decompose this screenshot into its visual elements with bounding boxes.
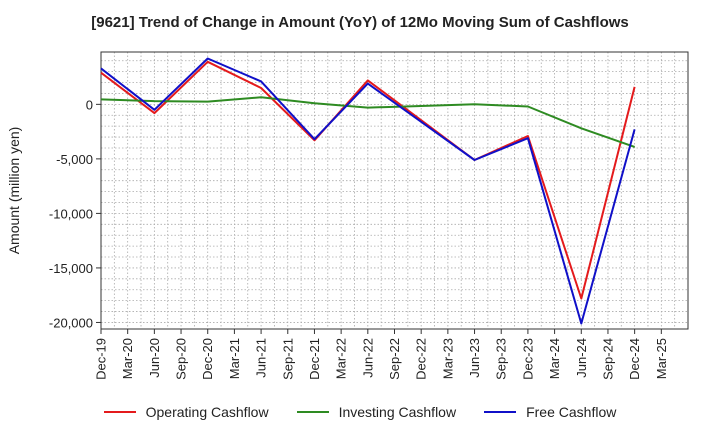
legend: Operating Cashflow Investing Cashflow Fr… <box>0 404 720 420</box>
x-tick-label: Sep-24 <box>600 338 615 380</box>
x-tick-label: Mar-21 <box>227 338 242 379</box>
x-tick-label: Mar-24 <box>547 338 562 379</box>
x-tick-label: Mar-22 <box>334 338 349 379</box>
x-tick-label: Mar-20 <box>120 338 135 379</box>
grid <box>101 52 688 329</box>
y-tick-label: -10,000 <box>49 206 93 221</box>
series-line-investing-cashflow <box>100 96 635 148</box>
legend-item-investing: Investing Cashflow <box>296 404 457 420</box>
x-tick-label: Dec-22 <box>414 338 429 380</box>
x-tick-label: Dec-20 <box>200 338 215 380</box>
series-line-free-cashflow <box>100 57 636 325</box>
legend-label-operating: Operating Cashflow <box>145 404 269 420</box>
legend-swatch-investing <box>296 411 329 413</box>
legend-item-free: Free Cashflow <box>484 404 616 420</box>
chart-title: [9621] Trend of Change in Amount (YoY) o… <box>91 14 629 31</box>
x-tick-label: Jun-23 <box>467 338 482 378</box>
y-tick-label: 0 <box>86 97 93 112</box>
x-tick-label: Sep-21 <box>280 338 295 380</box>
legend-label-free: Free Cashflow <box>526 404 617 420</box>
x-tick-label: Dec-21 <box>307 338 322 380</box>
legend-swatch-operating <box>103 411 136 413</box>
x-tick-label: Jun-22 <box>360 338 375 378</box>
x-tick-label: Jun-21 <box>254 338 269 378</box>
y-tick-label: -15,000 <box>49 261 93 276</box>
x-tick-label: Dec-23 <box>520 338 535 380</box>
legend-label-investing: Investing Cashflow <box>338 404 457 420</box>
legend-swatch-free <box>484 411 517 413</box>
series <box>100 57 636 325</box>
x-tick-label: Mar-25 <box>654 338 669 379</box>
y-axis-label: Amount (million yen) <box>6 127 22 255</box>
x-tick-label: Sep-20 <box>174 338 189 380</box>
x-tick-label: Dec-19 <box>94 338 109 380</box>
x-tick-label: Jun-24 <box>574 338 589 378</box>
y-tick-label: -20,000 <box>49 315 93 330</box>
x-tick-label: Sep-23 <box>494 338 509 380</box>
x-tick-label: Jun-20 <box>147 338 162 378</box>
legend-item-operating: Operating Cashflow <box>103 404 269 420</box>
x-tick-label: Mar-23 <box>440 338 455 379</box>
y-tick-label: -5,000 <box>56 152 93 167</box>
x-tick-label: Dec-24 <box>627 338 642 380</box>
x-tick-label: Sep-22 <box>387 338 402 380</box>
